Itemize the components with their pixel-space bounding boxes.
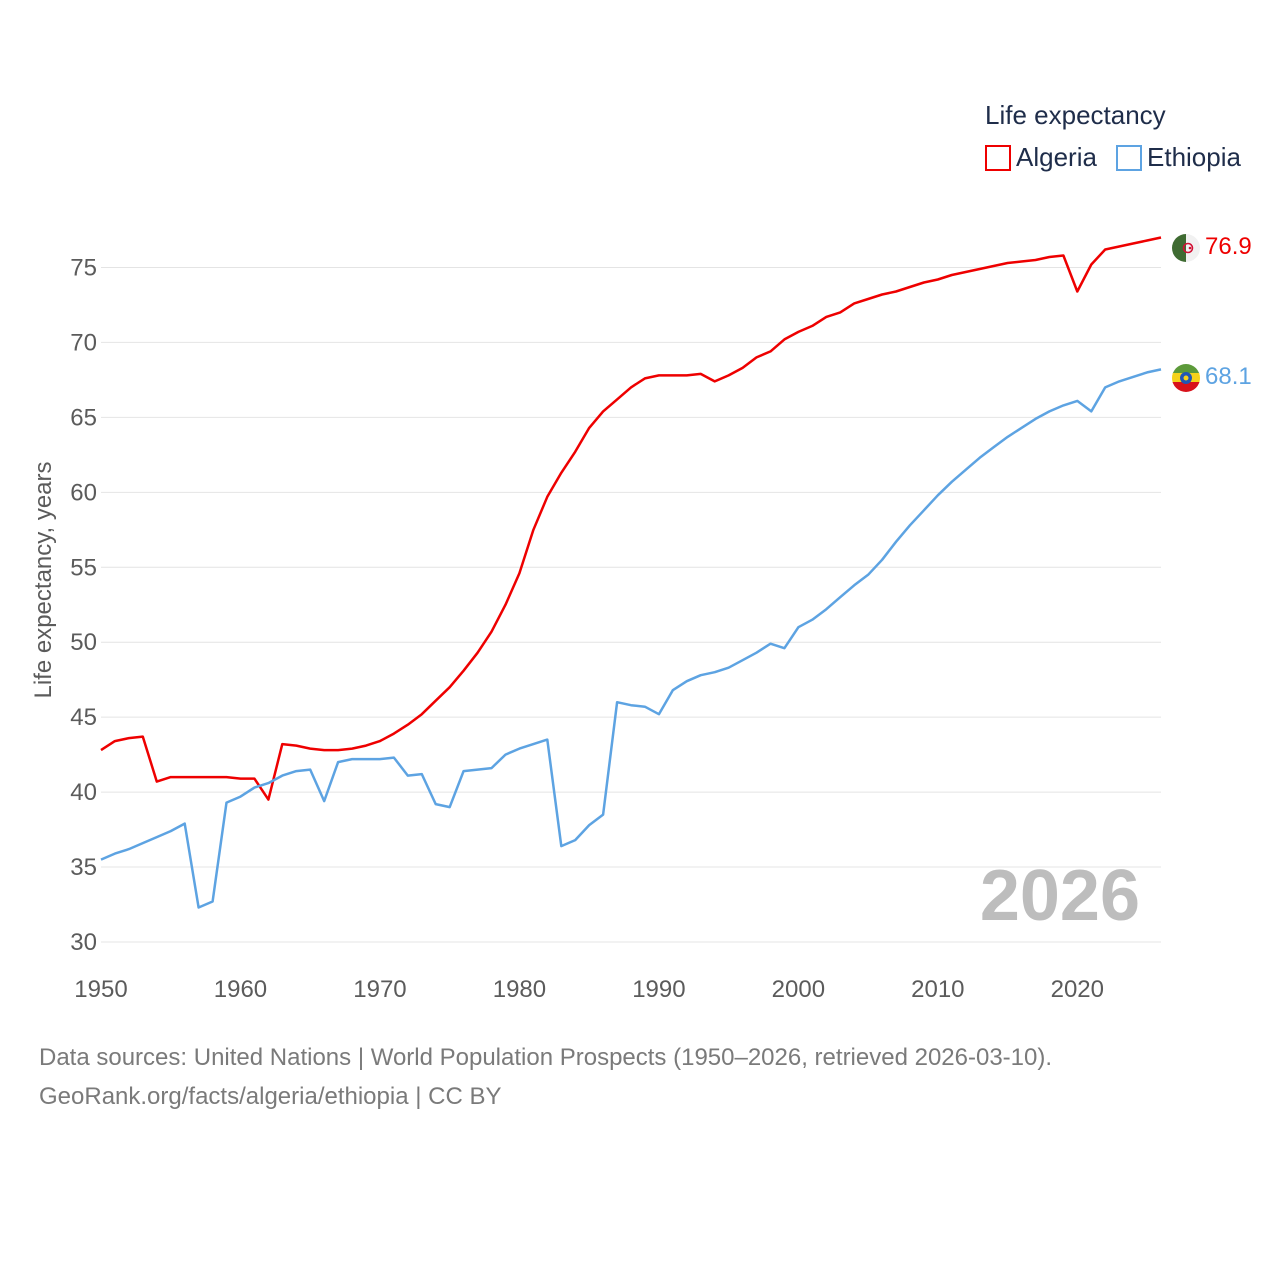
x-tick-label: 1990 <box>632 976 685 1003</box>
x-tick-label: 1980 <box>493 976 546 1003</box>
legend-item-ethiopia[interactable]: Ethiopia <box>1116 142 1241 172</box>
credit-link[interactable]: GeoRank.org/facts/algeria/ethiopia | CC … <box>39 1083 502 1110</box>
y-tick-label: 30 <box>70 929 97 956</box>
y-tick-label: 70 <box>70 329 97 356</box>
y-tick-label: 35 <box>70 854 97 881</box>
y-axis-label: Life expectancy, years <box>30 461 57 698</box>
series-lines <box>100 236 1162 909</box>
legend: Life expectancy Algeria Ethiopia <box>985 100 1241 172</box>
x-tick-label: 2000 <box>772 976 825 1003</box>
y-tick-label: 40 <box>70 779 97 806</box>
y-tick-label: 50 <box>70 629 97 656</box>
end-label-ethiopia: 68.1 <box>1205 363 1252 390</box>
series-line-ethiopia[interactable] <box>100 368 1162 909</box>
x-tick-label: 2020 <box>1051 976 1104 1003</box>
series-line-algeria[interactable] <box>100 236 1162 801</box>
x-tick-label: 1960 <box>214 976 267 1003</box>
legend-item-algeria[interactable]: Algeria <box>985 142 1097 172</box>
y-tick-label: 65 <box>70 404 97 431</box>
grid-lines <box>101 266 1161 943</box>
x-tick-label: 2010 <box>911 976 964 1003</box>
y-tick-label: 75 <box>70 254 97 281</box>
algeria-flag-icon <box>1172 234 1200 262</box>
y-tick-label: 60 <box>70 479 97 506</box>
x-tick-label: 1950 <box>74 976 127 1003</box>
x-tick-label: 1970 <box>353 976 406 1003</box>
y-axis-ticks: 30 35 40 45 50 55 60 65 70 75 <box>70 254 97 956</box>
ethiopia-flag-icon <box>1172 364 1200 392</box>
x-axis-ticks: 1950 1960 1970 1980 1990 2000 2010 2020 <box>74 976 1104 1003</box>
year-watermark: 2026 <box>980 856 1140 936</box>
legend-swatch-algeria <box>985 145 1011 171</box>
data-sources-note: Data sources: United Nations | World Pop… <box>39 1044 1053 1071</box>
y-tick-label: 55 <box>70 554 97 581</box>
legend-label-algeria: Algeria <box>1016 142 1097 172</box>
y-tick-label: 45 <box>70 704 97 731</box>
legend-swatch-ethiopia <box>1116 145 1142 171</box>
legend-label-ethiopia: Ethiopia <box>1147 142 1241 172</box>
life-expectancy-chart: 30 35 40 45 50 55 60 65 70 75 1950 1960 1970 1980 199… <box>30 100 1252 1003</box>
legend-title: Life expectancy <box>985 100 1166 130</box>
end-label-algeria: 76.9 <box>1205 233 1252 260</box>
